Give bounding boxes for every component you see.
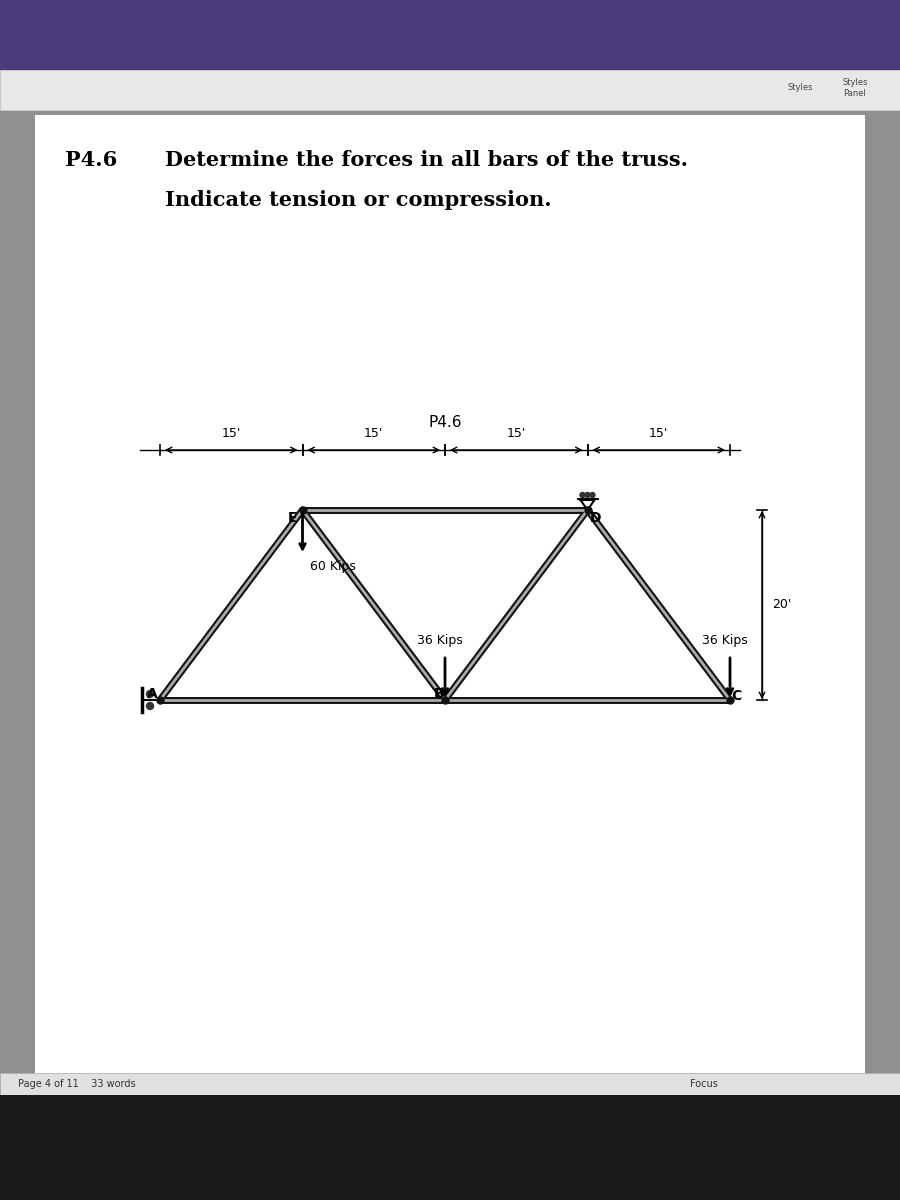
Circle shape	[147, 690, 154, 697]
Text: 15': 15'	[649, 427, 669, 440]
Text: Styles: Styles	[788, 84, 813, 92]
Text: Determine the forces in all bars of the truss.: Determine the forces in all bars of the …	[165, 150, 688, 170]
Text: E: E	[288, 511, 297, 526]
Text: 15': 15'	[364, 427, 383, 440]
Text: Indicate tension or compression.: Indicate tension or compression.	[165, 190, 552, 210]
Text: Page 4 of 11    33 words: Page 4 of 11 33 words	[18, 1079, 136, 1090]
FancyBboxPatch shape	[0, 1094, 900, 1200]
Text: C: C	[731, 689, 741, 703]
Circle shape	[580, 492, 585, 498]
Text: A: A	[147, 686, 158, 701]
Text: B: B	[434, 686, 445, 701]
Circle shape	[147, 702, 154, 709]
FancyBboxPatch shape	[0, 0, 900, 70]
FancyBboxPatch shape	[0, 1073, 900, 1094]
Text: 36 Kips: 36 Kips	[702, 634, 748, 647]
Text: Styles
Panel: Styles Panel	[842, 78, 868, 97]
Text: P4.6: P4.6	[428, 415, 462, 430]
Text: Focus: Focus	[690, 1079, 718, 1090]
Circle shape	[590, 492, 595, 498]
Text: 20': 20'	[772, 599, 791, 612]
Text: P4.6: P4.6	[65, 150, 117, 170]
Text: 15': 15'	[507, 427, 526, 440]
Circle shape	[585, 492, 590, 498]
Text: 36 Kips: 36 Kips	[417, 634, 463, 647]
FancyBboxPatch shape	[35, 115, 865, 1094]
Text: 60 Kips: 60 Kips	[310, 560, 356, 572]
Text: 15': 15'	[221, 427, 241, 440]
Text: D: D	[590, 511, 601, 526]
FancyBboxPatch shape	[0, 70, 900, 110]
